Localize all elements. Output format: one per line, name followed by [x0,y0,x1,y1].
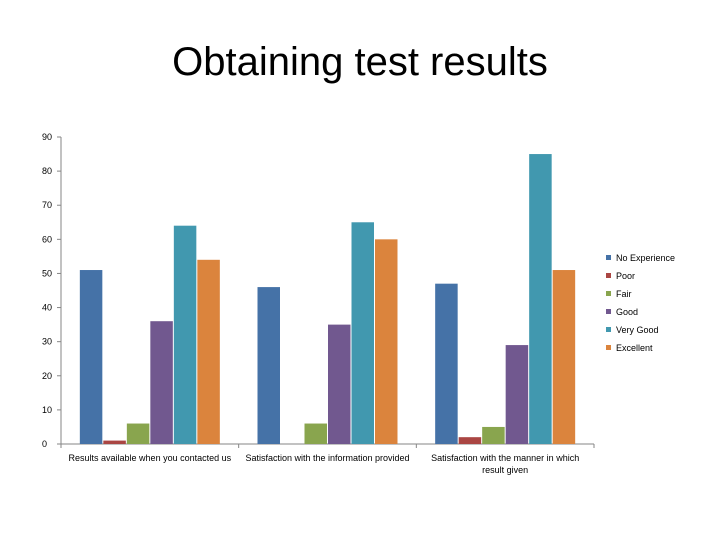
legend-label: Fair [616,289,632,299]
chart-bars [79,154,576,445]
bar [482,426,505,444]
bar [173,225,197,444]
category-label: Satisfaction with the information provid… [245,453,409,463]
chart-axes: 0 10 20 30 40 50 60 70 80 90 [42,132,595,449]
category-labels: Results available when you contacted us S… [69,453,580,475]
bar [150,321,173,444]
category-label: Results available when you contacted us [69,453,232,463]
legend-swatch [606,345,611,350]
y-tick-label: 20 [42,371,52,381]
bar [375,239,398,444]
bar [197,259,220,444]
legend-label: Excellent [616,343,653,353]
legend-label: Very Good [616,325,659,335]
legend-label: Good [616,307,638,317]
category-label: Satisfaction with the manner in which [431,453,579,463]
legend-swatch [606,255,611,260]
legend-swatch [606,273,611,278]
bar [505,345,529,444]
bar [257,287,280,444]
chart-legend: No Experience Poor Fair Good Very Good Excell… [606,253,675,353]
bar [328,324,351,444]
legend-swatch [606,291,611,296]
y-tick-label: 10 [42,405,52,415]
bar [79,270,103,444]
bar [435,283,458,444]
y-tick-label: 90 [42,132,52,142]
bar [103,440,126,444]
y-tick-label: 80 [42,166,52,176]
legend-label: Poor [616,271,635,281]
y-tick-label: 30 [42,337,52,347]
category-label: result given [482,465,528,475]
legend-swatch [606,327,611,332]
y-tick-label: 70 [42,200,52,210]
bar [351,222,374,444]
y-tick-label: 40 [42,303,52,313]
legend-swatch [606,309,611,314]
bar [458,437,482,444]
bar [529,154,552,445]
bar [304,423,327,444]
y-tick-label: 60 [42,234,52,244]
y-tick-label: 50 [42,268,52,278]
bar [552,270,576,444]
chart-title: Obtaining test results [172,40,548,84]
y-tick-label: 0 [42,439,47,449]
bar [126,423,150,444]
legend-label: No Experience [616,253,675,263]
